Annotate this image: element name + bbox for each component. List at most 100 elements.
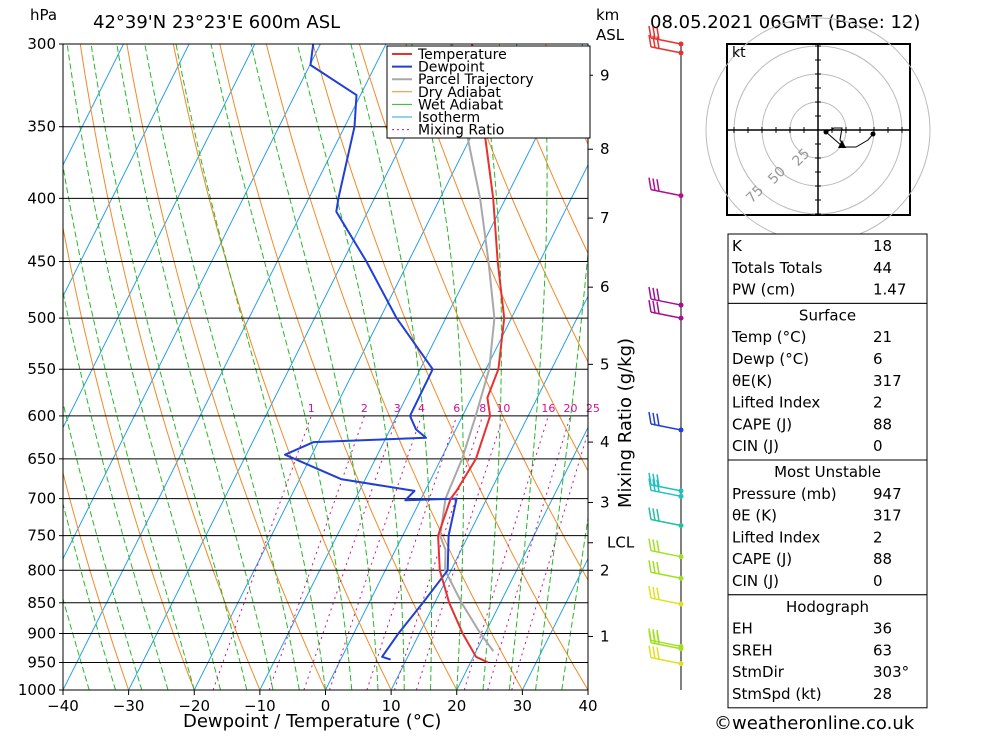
wet-adiabat-line <box>45 44 195 690</box>
height-tick-label: 4 <box>600 433 610 451</box>
height-tick-label: 8 <box>600 140 610 158</box>
wind-barb-shaft <box>651 312 681 318</box>
general-indices-label: PW (cm) <box>732 281 795 299</box>
wet-adiabat-line <box>0 44 116 690</box>
wind-barb-flag <box>653 587 655 599</box>
dry-adiabat-line <box>406 44 719 690</box>
wind-barb-flag <box>657 588 659 600</box>
most-unstable-indices-value: 947 <box>873 485 902 503</box>
wind-barb-shaft <box>651 190 681 196</box>
mixing-ratio-label: 4 <box>418 402 425 415</box>
wind-barb-flag <box>649 300 651 312</box>
pressure-tick-label: 850 <box>27 594 56 612</box>
hodograph-indices-label: EH <box>732 620 753 638</box>
wind-barb-flag <box>657 509 659 521</box>
hodograph-start-dot <box>824 130 829 135</box>
wind-barb-flag <box>649 646 651 658</box>
hodograph-indices-value: 303° <box>873 663 909 681</box>
wind-barb-flag <box>657 647 659 659</box>
mixing-ratio-label: 1 <box>308 402 315 415</box>
wind-barb <box>649 412 684 433</box>
wind-barb-shaft <box>651 520 681 526</box>
wind-barb-flag <box>653 301 655 313</box>
temperature-tick-label: 30 <box>513 697 532 715</box>
hodograph-indices-value: 36 <box>873 620 892 638</box>
wind-barb-flag <box>649 560 651 572</box>
wind-barb-shaft <box>651 598 681 604</box>
wind-barb-flag <box>657 540 659 552</box>
wind-barb-flag <box>657 632 659 644</box>
wind-barb-shaft <box>651 47 681 53</box>
mixing-ratio-label: 6 <box>453 402 460 415</box>
surface-indices-label: Temp (°C) <box>731 328 806 346</box>
wind-barb-flag <box>649 631 651 643</box>
pressure-tick-label: 900 <box>27 625 56 643</box>
most-unstable-indices-value: 0 <box>873 572 883 590</box>
wind-barb-flag <box>653 288 655 300</box>
wind-barb <box>649 178 684 199</box>
wind-barb-flag <box>653 632 655 644</box>
wet-adiabat-line <box>536 44 602 690</box>
pressure-axis: 3003504004505005506006507007508008509009… <box>18 35 63 699</box>
surface-indices-value: 317 <box>873 372 902 390</box>
most-unstable-indices-label: CAPE (J) <box>732 550 792 568</box>
wind-barb-flag <box>657 179 659 191</box>
most-unstable-indices-value: 2 <box>873 528 883 546</box>
wind-barb-flag <box>653 413 655 425</box>
wind-barb-flag <box>657 289 659 301</box>
general-indices-label: K <box>732 237 743 255</box>
dry-adiabat-line <box>918 44 1000 690</box>
hodograph-unit: kt <box>732 45 746 61</box>
hodograph-indices-label: SREH <box>732 641 773 659</box>
wet-adiabat-line <box>91 44 247 690</box>
general-indices-label: Totals Totals <box>731 259 823 277</box>
general-indices-value: 18 <box>873 237 892 255</box>
isotherm-line <box>129 44 452 690</box>
pressure-tick-label: 950 <box>27 654 56 672</box>
mixing-ratio-line <box>213 416 311 690</box>
pressure-tick-label: 650 <box>27 450 56 468</box>
most-unstable-indices-label: Lifted Index <box>732 528 820 546</box>
wind-profile <box>649 26 684 690</box>
height-tick-label: 2 <box>600 561 610 579</box>
wet-adiabat-line <box>3 44 142 690</box>
km-unit-label: km <box>596 6 619 24</box>
surface-indices-value: 2 <box>873 394 883 412</box>
wind-barb-flag <box>657 562 659 574</box>
mixing-ratio-label: 2 <box>361 402 368 415</box>
mixing-ratio-label: 3 <box>394 402 401 415</box>
pressure-tick-label: 400 <box>27 189 56 207</box>
wind-barb-shaft <box>651 490 681 496</box>
pressure-tick-label: 350 <box>27 118 56 136</box>
temperature-tick-label: 20 <box>447 697 466 715</box>
wind-barb-shaft <box>651 551 681 557</box>
most-unstable-indices-title: Most Unstable <box>774 463 881 481</box>
dry-adiabat-line <box>127 44 326 690</box>
wind-barb-flag <box>657 414 659 426</box>
mixing-ratio-label: 8 <box>479 402 486 415</box>
hodograph-indices-label: StmDir <box>732 663 785 681</box>
hodograph-indices-title: Hodograph <box>786 598 869 616</box>
pressure-tick-label: 450 <box>27 253 56 271</box>
pressure-tick-label: 300 <box>27 35 56 53</box>
most-unstable-indices-label: Pressure (mb) <box>732 485 837 503</box>
pressure-tick-label: 550 <box>27 360 56 378</box>
surface-indices-label: Dewp (°C) <box>732 350 809 368</box>
wind-barb <box>649 539 684 560</box>
wind-barb-flag <box>649 287 651 299</box>
general-indices-value: 1.47 <box>873 281 906 299</box>
isotherm-line <box>63 44 386 690</box>
mixing-ratio-axis-label: Mixing Ratio (g/kg) <box>615 338 636 508</box>
location-title: 42°39'N 23°23'E 600m ASL <box>93 12 340 33</box>
wet-adiabat-line <box>211 44 352 690</box>
mixing-ratio-line <box>304 416 397 690</box>
mixing-ratio-label: 10 <box>496 402 510 415</box>
wind-barb-flag <box>657 302 659 314</box>
wind-barb-shaft <box>651 658 681 664</box>
wind-barb-flag <box>649 178 651 190</box>
temperature-tick-label: −40 <box>47 697 79 715</box>
surface-indices-label: CIN (J) <box>732 437 779 455</box>
height-tick-label: 6 <box>600 278 610 296</box>
